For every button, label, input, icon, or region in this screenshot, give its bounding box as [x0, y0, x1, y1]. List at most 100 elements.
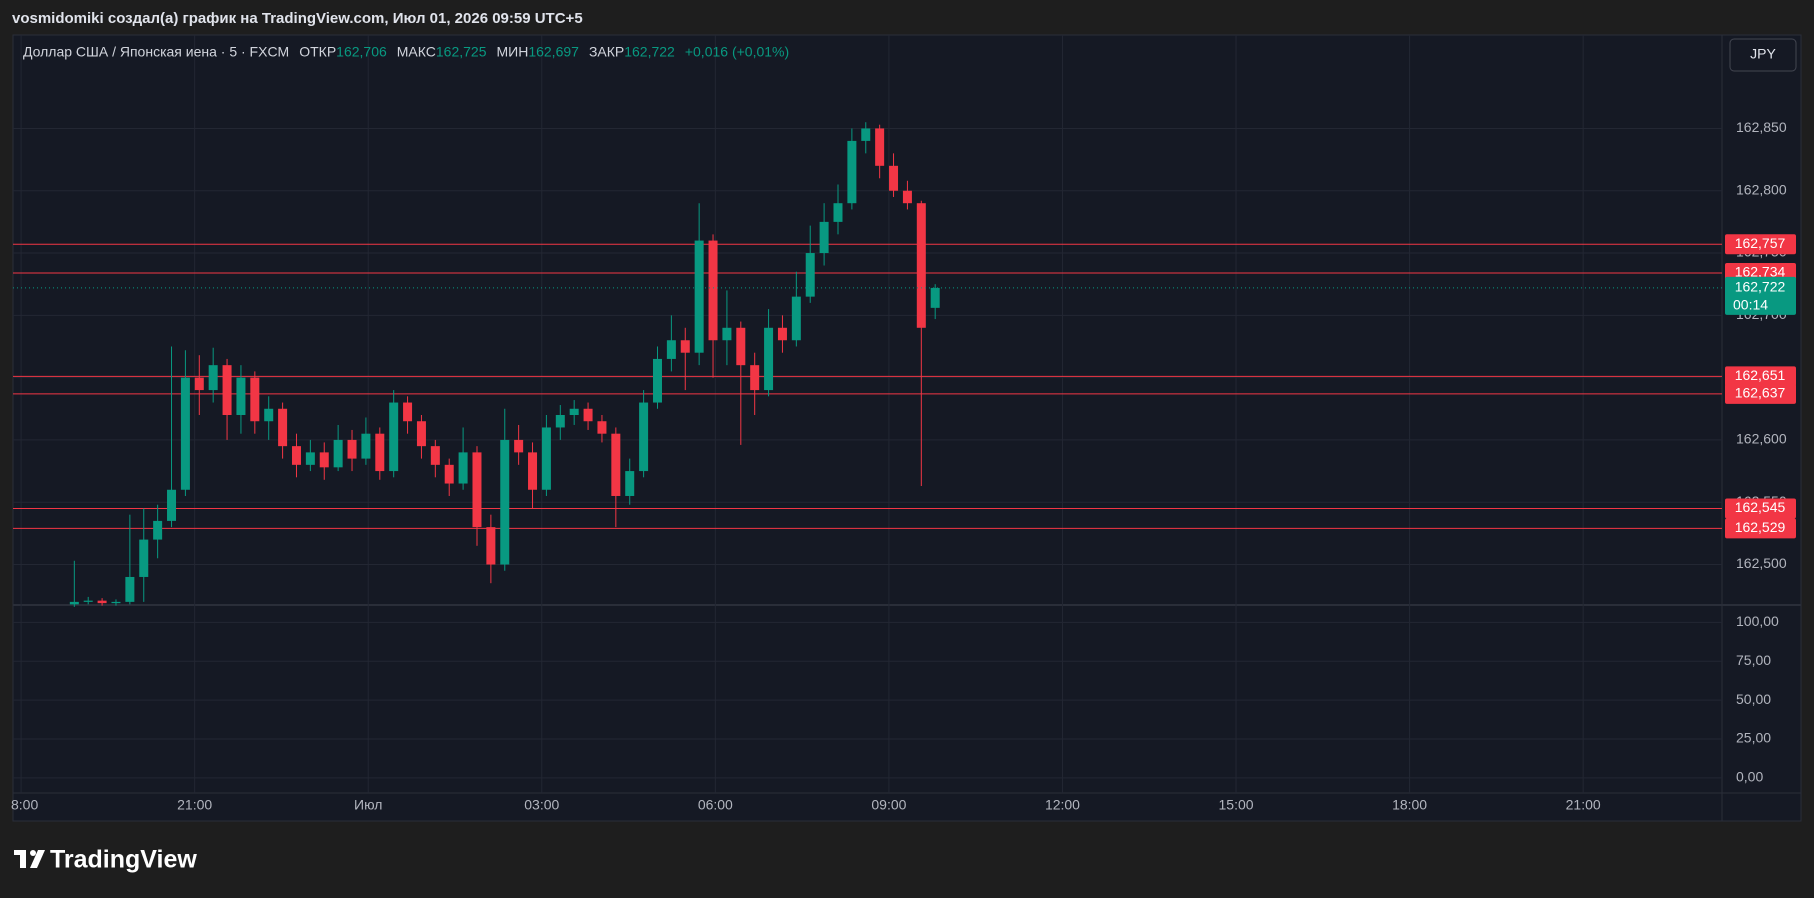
candle-body	[708, 240, 718, 341]
candle-body	[875, 128, 885, 166]
candle-body	[139, 539, 149, 577]
candle-body	[930, 287, 940, 308]
candle-body	[805, 253, 815, 297]
candle-body	[291, 446, 301, 465]
candle-body	[347, 439, 357, 459]
candle-body	[333, 439, 343, 468]
candle-body	[791, 296, 801, 341]
logo: TradingView	[14, 846, 197, 874]
candle-body	[375, 433, 385, 472]
candle-body	[625, 471, 635, 496]
legend-text: 162,697	[528, 44, 579, 60]
currency-button[interactable]	[1729, 38, 1797, 72]
candle-body	[889, 165, 899, 191]
legend-text: МАКС	[397, 44, 436, 60]
y-tick-label: 162,600	[1736, 431, 1787, 447]
y-tick-label: 100,00	[1736, 613, 1779, 629]
chart-area	[12, 34, 1802, 822]
candle-body	[486, 527, 496, 565]
candle-body	[97, 600, 107, 604]
candle-body	[861, 128, 871, 141]
candle-body	[361, 433, 371, 459]
y-tick-label: 162,500	[1736, 555, 1787, 571]
x-tick-label: 21:00	[1566, 797, 1601, 813]
candle-body	[541, 427, 551, 490]
logo-mark	[30, 850, 45, 868]
candle-body	[222, 365, 232, 415]
candle-body	[389, 402, 399, 472]
price-label: 162,545	[1735, 499, 1786, 515]
candle-body	[764, 327, 774, 391]
x-tick-label: 12:00	[1045, 797, 1080, 813]
price-label: 162,651	[1735, 367, 1786, 383]
candle-body	[514, 439, 524, 453]
candle-body	[736, 327, 746, 366]
candle-body	[416, 421, 426, 447]
candle-body	[111, 601, 121, 604]
x-tick-label: 03:00	[524, 797, 559, 813]
plot: 8:00 21:00 Июл 03:00 06:00 09:00 12:00 15:00 18:…	[11, 35, 1796, 813]
candle-body	[652, 358, 662, 403]
legend-text: ЗАКР	[589, 44, 624, 60]
x-tick-label: 8:00	[11, 797, 38, 813]
caption: vosmidomiki создал(а) график на TradingV…	[12, 10, 583, 27]
candle-body	[264, 408, 274, 422]
price-label: 162,734	[1735, 264, 1786, 280]
logo-text: TradingView	[50, 846, 197, 874]
x-tick-label: Июл	[354, 797, 382, 813]
legend-text: МИН	[496, 44, 528, 60]
candle-body	[597, 421, 607, 434]
logo-mark	[20, 850, 26, 868]
candle-body	[722, 327, 732, 341]
legend-text: 162,725	[436, 44, 487, 60]
candle-body	[208, 365, 218, 391]
y-tick-label: 25,00	[1736, 730, 1771, 746]
x-tick-label: 09:00	[871, 797, 906, 813]
candle-body	[819, 221, 829, 254]
x-tick-label: 15:00	[1219, 797, 1254, 813]
price-label: 162,757	[1735, 235, 1786, 251]
candle-body	[833, 203, 843, 222]
y-tick-label: 50,00	[1736, 691, 1771, 707]
x-tick-label: 21:00	[177, 797, 212, 813]
y-tick-label: 162,850	[1736, 119, 1787, 135]
candle-body	[83, 600, 93, 602]
candle-body	[666, 340, 676, 359]
candle-body	[750, 365, 760, 391]
y-tick-label: 162,800	[1736, 181, 1787, 197]
candle-body	[569, 408, 579, 415]
candle-body	[319, 452, 329, 468]
x-tick-label: 18:00	[1392, 797, 1427, 813]
x-tick-label: 06:00	[698, 797, 733, 813]
y-tick-label: 75,00	[1736, 652, 1771, 668]
candle-body	[916, 203, 926, 328]
price-label-box	[1725, 383, 1796, 404]
last-price-label: 162,722	[1735, 279, 1786, 295]
candle-body	[639, 402, 649, 472]
logo-mark	[30, 850, 36, 856]
legend-text: Доллар США / Японская иена · 5 · FXCM	[23, 44, 289, 60]
legend-text: +0,016 (+0,01%)	[685, 44, 789, 60]
candle-body	[694, 240, 704, 353]
candle-body	[777, 327, 787, 341]
candle-body	[555, 415, 565, 428]
countdown: 00:14	[1733, 297, 1768, 313]
candle-body	[403, 402, 413, 422]
candle-body	[180, 377, 190, 490]
y-tick-label: 0,00	[1736, 769, 1763, 785]
candle-body	[167, 489, 177, 521]
price-label-box	[1725, 234, 1796, 255]
candle-body	[194, 377, 204, 391]
candle-body	[153, 520, 163, 540]
legend-text: 162,722	[624, 44, 675, 60]
price-label: 162,637	[1735, 385, 1786, 401]
candle-body	[305, 452, 315, 465]
candle-body	[458, 452, 468, 484]
legend-text: 162,706	[336, 44, 387, 60]
price-label-box	[1725, 366, 1796, 387]
candle-body	[500, 439, 510, 565]
legend: Доллар США / Японская иена · 5 · FXCM ОТК…	[23, 44, 789, 60]
candle-body	[69, 601, 79, 605]
price-label: 162,529	[1735, 519, 1786, 535]
